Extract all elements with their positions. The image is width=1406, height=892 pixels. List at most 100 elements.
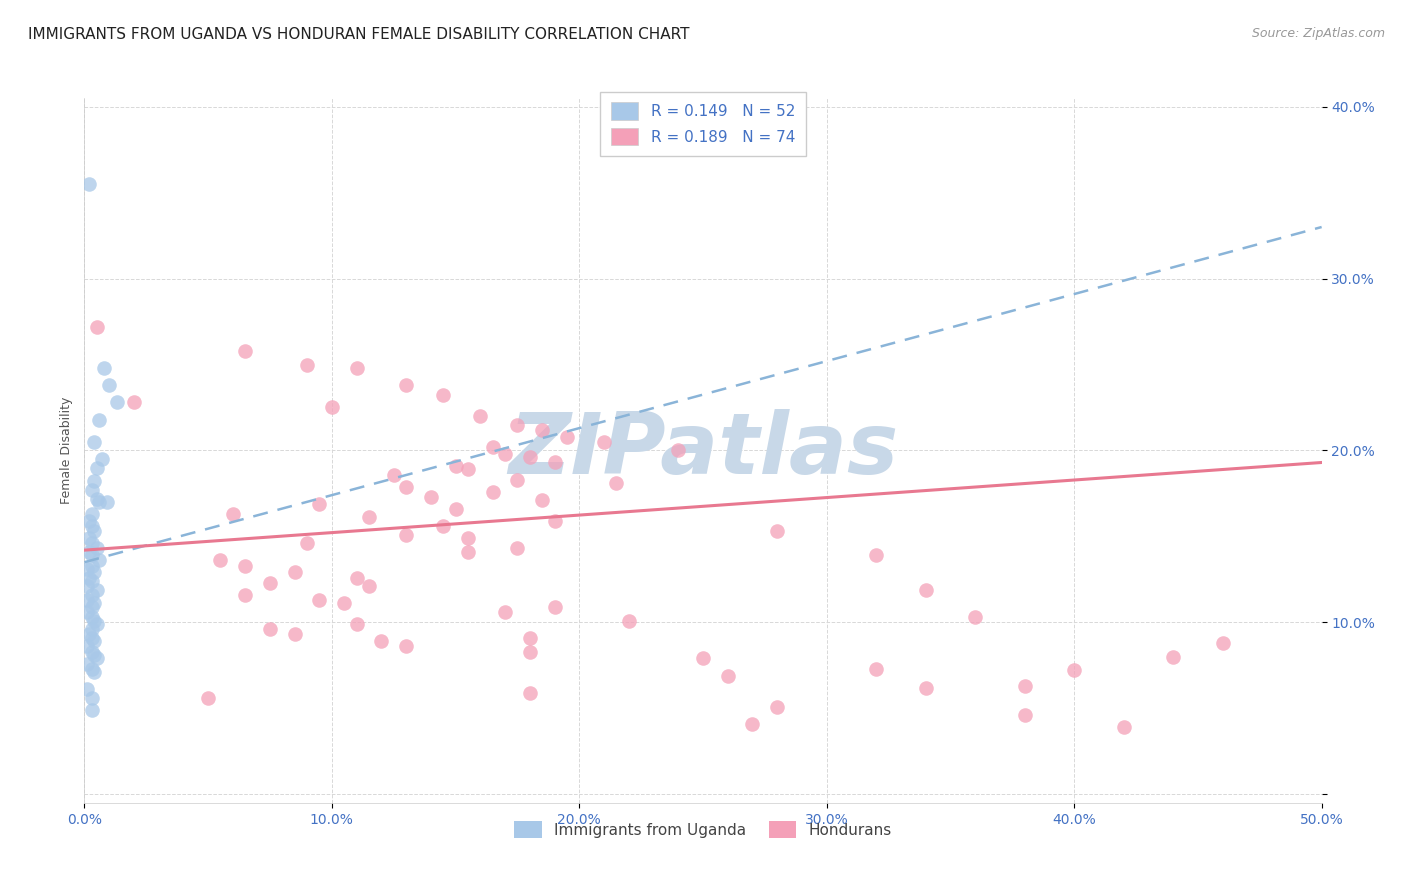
Point (419, 490, 441, 504)
Point (1014, 679, 1036, 693)
Point (432, 388, 454, 402)
Point (98, 378, 121, 392)
Point (346, 571, 368, 585)
Point (1014, 708, 1036, 723)
Point (76, 640, 98, 654)
Point (79, 177, 101, 191)
Legend: Immigrants from Uganda, Hondurans: Immigrants from Uganda, Hondurans (508, 814, 898, 845)
Point (593, 434, 616, 449)
Point (284, 566, 307, 580)
Point (914, 681, 936, 695)
Point (80, 536, 103, 550)
Point (83, 596, 105, 610)
Point (346, 361, 368, 376)
Point (617, 614, 640, 628)
Point (470, 409, 492, 423)
Point (86, 491, 108, 506)
Point (80, 507, 103, 521)
Point (531, 423, 554, 437)
Point (295, 358, 318, 372)
Point (197, 690, 219, 705)
Point (83, 475, 105, 489)
Point (83, 434, 105, 449)
Point (1063, 664, 1085, 678)
Point (233, 343, 256, 358)
Point (79, 545, 101, 559)
Point (605, 476, 627, 491)
Point (519, 450, 541, 465)
Point (80, 631, 103, 645)
Point (79, 531, 101, 545)
Point (308, 497, 330, 511)
Point (96, 495, 118, 509)
Point (457, 462, 479, 476)
Point (321, 401, 343, 415)
Point (105, 395, 128, 409)
Text: Source: ZipAtlas.com: Source: ZipAtlas.com (1251, 27, 1385, 40)
Point (83, 566, 105, 580)
Point (370, 634, 392, 648)
Point (83, 634, 105, 648)
Point (80, 622, 103, 636)
Point (543, 514, 565, 528)
Point (86, 617, 108, 632)
Point (543, 455, 565, 469)
Point (519, 686, 541, 700)
Point (233, 588, 256, 602)
Point (89, 553, 111, 567)
Point (444, 458, 467, 473)
Point (284, 627, 307, 641)
Point (506, 417, 529, 432)
Point (80, 662, 103, 676)
Point (865, 549, 887, 563)
Point (444, 502, 467, 516)
Point (506, 541, 529, 556)
Point (259, 575, 281, 590)
Point (80, 558, 103, 573)
Point (457, 545, 479, 559)
Point (1161, 649, 1184, 664)
Point (83, 524, 105, 539)
Point (481, 440, 503, 454)
Point (965, 610, 987, 624)
Point (395, 479, 418, 493)
Point (222, 507, 245, 521)
Point (865, 662, 887, 676)
Point (666, 443, 689, 458)
Point (76, 593, 98, 607)
Point (519, 644, 541, 658)
Point (209, 553, 232, 567)
Point (357, 510, 380, 524)
Point (79, 514, 101, 528)
Point (86, 541, 108, 556)
Point (259, 622, 281, 636)
Point (80, 588, 103, 602)
Point (766, 524, 789, 539)
Point (80, 703, 103, 717)
Point (555, 430, 578, 444)
Point (914, 582, 936, 597)
Point (76, 682, 98, 697)
Point (79, 571, 101, 585)
Point (89, 495, 111, 509)
Point (80, 549, 103, 563)
Point (80, 690, 103, 705)
Point (80, 644, 103, 658)
Point (481, 484, 503, 499)
Point (86, 460, 108, 475)
Point (233, 558, 256, 573)
Point (395, 527, 418, 541)
Point (83, 614, 105, 628)
Point (333, 596, 356, 610)
Point (1112, 720, 1135, 734)
Point (382, 467, 405, 482)
Point (80, 519, 103, 533)
Point (519, 631, 541, 645)
Point (80, 610, 103, 624)
Point (395, 378, 418, 392)
Point (76, 562, 98, 576)
Point (83, 648, 105, 662)
Point (295, 536, 318, 550)
Point (457, 531, 479, 545)
Point (395, 640, 418, 654)
